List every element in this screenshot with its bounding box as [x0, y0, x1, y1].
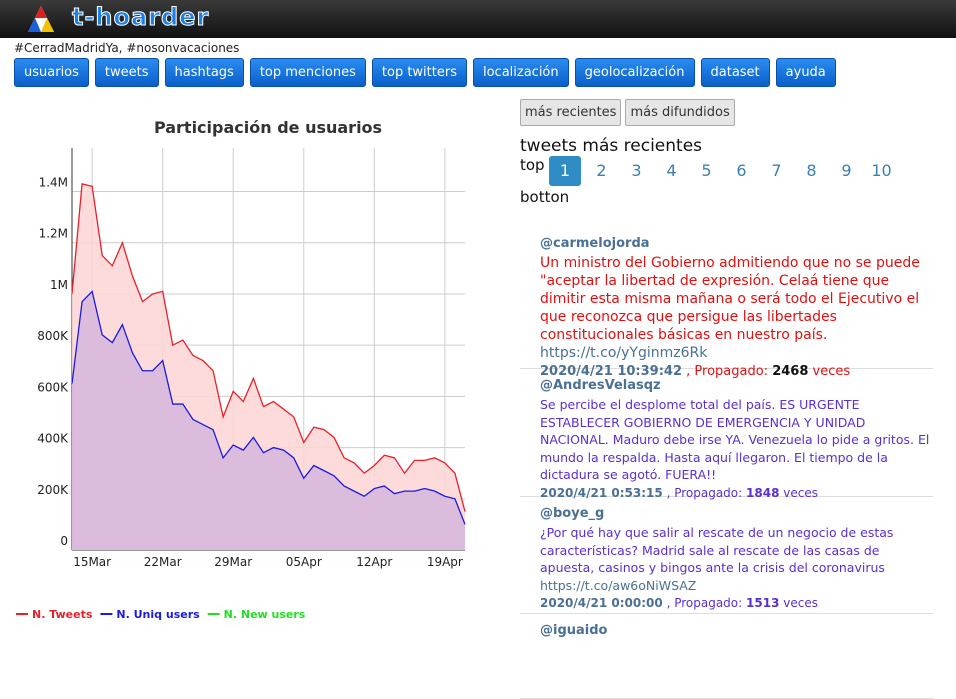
tweets-heading: tweets más recientes [520, 136, 703, 156]
y-tick-label: 400K [37, 432, 69, 446]
tweet-date: 2020/4/21 0:53:15 [540, 485, 663, 500]
tweet-user[interactable]: @AndresVelasqz [540, 378, 661, 393]
line [71, 290, 466, 525]
nav-button[interactable]: dataset [700, 58, 770, 87]
tweet-text: Un ministro del Gobierno admitiendo que … [540, 254, 933, 362]
tweet: @iguaido [520, 615, 933, 699]
tweet-user[interactable]: @carmelojorda [540, 236, 650, 251]
tweet-count: 1513 [746, 596, 780, 610]
page-link[interactable]: 1 [549, 156, 581, 186]
page-link[interactable]: 5 [701, 161, 712, 180]
nav-button[interactable]: usuarios [14, 58, 89, 87]
y-tick-label: 200K [37, 483, 69, 497]
area-fill [72, 291, 465, 550]
page-link[interactable]: 7 [771, 161, 782, 180]
propagated-label: , Propagado: [686, 364, 769, 379]
page-link[interactable]: 4 [666, 161, 677, 180]
nav-button[interactable]: localización [472, 58, 569, 87]
tweet: @AndresVelasqz Se percibe el desplome tot… [520, 370, 933, 500]
tweet-meta: 2020/4/21 10:39:42 , Propagado: 2468 vec… [540, 364, 933, 379]
nav-button[interactable]: top twitters [371, 58, 467, 87]
chart: Participación de usuarios 0 200K 400K 600K 8… [16, 118, 466, 621]
x-tick-label: 05Apr [286, 555, 322, 569]
tweet-body: ¿Por qué hay que salir al rescate de un … [540, 525, 894, 575]
page-link[interactable]: 2 [596, 161, 607, 180]
x-tick-label: 12Apr [356, 555, 392, 569]
times-label: veces [783, 596, 818, 610]
nav: usuarios tweets hashtags top menciones top t… [14, 58, 836, 87]
tweet-text: ¿Por qué hay que salir al rescate de un … [540, 524, 933, 594]
tweet-meta: 2020/4/21 0:53:15 , Propagado: 1848 vece… [540, 486, 933, 500]
x-tick-label: 22Mar [144, 555, 182, 569]
tweet-meta: 2020/4/21 0:00:00 , Propagado: 1513 vece… [540, 596, 933, 610]
pagination: 1 2 3 4 5 6 7 8 9 10 [549, 156, 899, 186]
page-link[interactable]: 8 [806, 161, 817, 180]
tweet-body: Se percibe el desplome total del país. E… [540, 397, 930, 482]
y-tick-label: 1M [50, 278, 68, 292]
sort-button[interactable]: más difundidos [625, 99, 735, 126]
page-link[interactable]: 9 [841, 161, 852, 180]
y-tick-label: 0 [60, 534, 68, 548]
bottom-label: botton [520, 188, 570, 206]
y-tick-label: 600K [37, 380, 69, 394]
y-tick-label: 1.2M [39, 227, 68, 241]
legend-label: N. Uniq users [116, 608, 200, 621]
tweet-count: 1848 [746, 485, 780, 500]
brand[interactable]: t-hoarder [71, 3, 210, 32]
tweet: @boye_g ¿Por qué hay que salir al rescate… [520, 498, 933, 614]
tweet-date: 2020/4/21 0:00:00 [540, 596, 663, 610]
tweet-user[interactable]: @iguaido [540, 623, 608, 638]
times-label: veces [783, 485, 818, 500]
nav-button[interactable]: hashtags [164, 58, 244, 87]
propagated-label: , Propagado: [666, 485, 743, 500]
header-bar: t-hoarder [0, 0, 956, 38]
page-link[interactable]: 10 [871, 161, 892, 180]
logo [28, 6, 54, 32]
propagated-label: , Propagado: [666, 596, 743, 610]
nav-button[interactable]: top menciones [249, 58, 366, 87]
page-link[interactable]: 6 [736, 161, 747, 180]
legend-label: N. Tweets [32, 608, 93, 621]
tweet-body: Un ministro del Gobierno admitiendo que … [540, 255, 920, 343]
page-link[interactable]: 3 [631, 161, 642, 180]
x-tick-label: 15Mar [73, 555, 111, 569]
tweet-link[interactable]: https://t.co/yYginmz6Rk [540, 345, 708, 361]
y-tick-label: 800K [37, 329, 69, 343]
nav-button[interactable]: tweets [94, 58, 159, 87]
chart-title: Participación de usuarios [154, 118, 382, 137]
query: #CerradMadridYa, #nosonvacaciones [14, 41, 240, 55]
sort-buttons: más recientes más difundidos [520, 99, 735, 126]
tweet: @carmelojorda Un ministro del Gobierno ad… [520, 228, 933, 379]
tweet-text: Se percibe el desplome total del país. E… [540, 396, 933, 484]
tweet-count: 2468 [772, 364, 809, 379]
nav-button[interactable]: ayuda [775, 58, 836, 87]
tweet-date: 2020/4/21 10:39:42 [540, 364, 683, 379]
legend-label: N. New users [224, 608, 306, 621]
y-tick-label: 1.4M [39, 176, 68, 190]
x-tick-label: 19Apr [427, 555, 463, 569]
tweet-link[interactable]: https://t.co/aw6oNiWSAZ [540, 577, 697, 593]
top-label: top [520, 156, 545, 174]
line [71, 183, 466, 512]
times-label: veces [812, 364, 851, 379]
sort-button[interactable]: más recientes [520, 99, 622, 126]
x-tick-label: 29Mar [214, 555, 252, 569]
tweet-user[interactable]: @boye_g [540, 506, 605, 521]
nav-button[interactable]: geolocalización [574, 58, 695, 87]
